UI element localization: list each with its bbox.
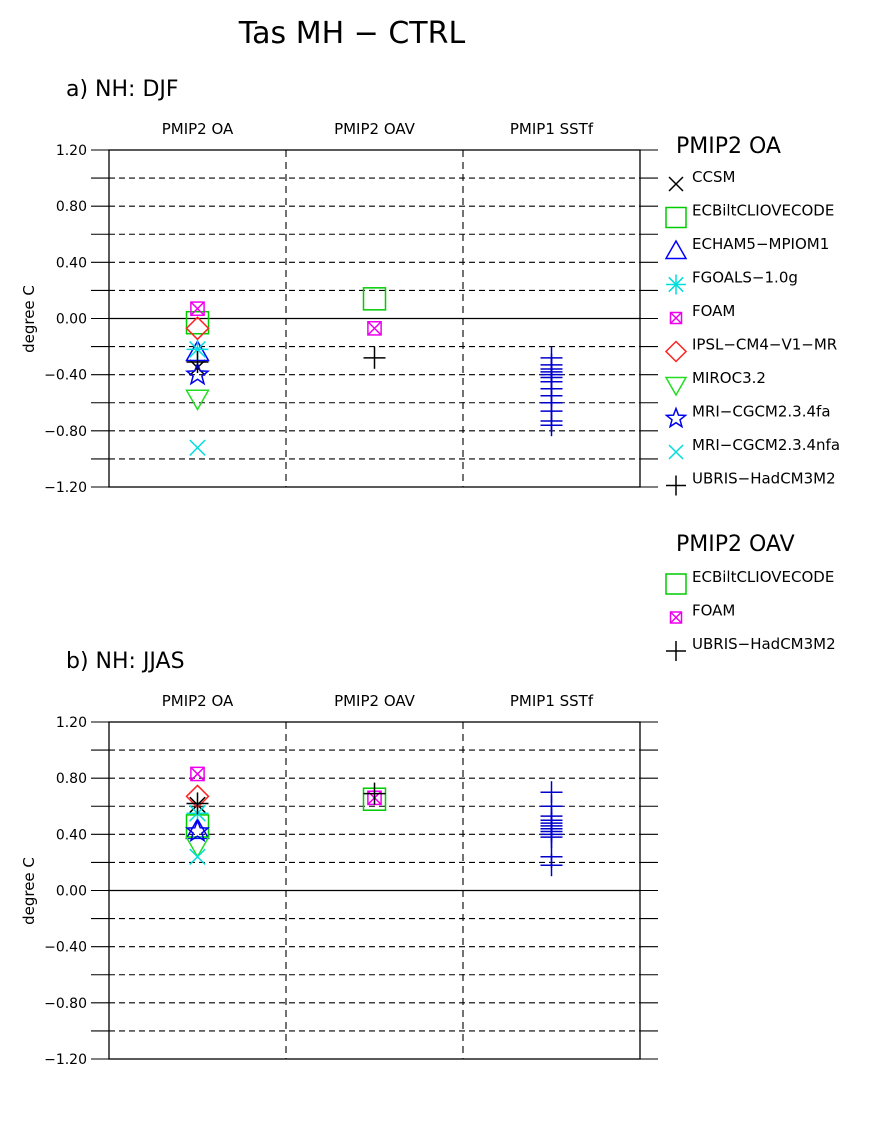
- column-header-djf: PMIP2 OA: [162, 120, 234, 138]
- legend-label-ecbiltcliovecode: ECBiltCLIOVECODE: [692, 568, 834, 586]
- panel-title-djf: a) NH: DJF: [66, 77, 179, 102]
- point-ipsl-cm4-v1-mr-djf: [185, 316, 210, 341]
- legend-label-foam: FOAM: [692, 602, 735, 620]
- y-tick-label-djf: 1.20: [56, 143, 87, 159]
- point-ubris-hadcm3m2-djf: [363, 346, 386, 369]
- panel-jjas: b) NH: JJAS degree C 1.20 0.80 0.40 0.00 −0.…: [20, 649, 658, 1068]
- point-ecbiltcliovecode-djf: [362, 287, 387, 311]
- column-header-jjas: PMIP1 SSTf: [510, 692, 594, 710]
- legend-label-ipsl-cm4-v1-mr: IPSL−CM4−V1−MR: [692, 336, 837, 354]
- point-mri-cgcm2-3-4fa-jjas: [184, 818, 211, 843]
- main-title: Tas MH − CTRL: [238, 16, 466, 51]
- point-foam-jjas: [190, 766, 205, 782]
- legend-label-echam5-mpiom1: ECHAM5−MPIOM1: [692, 235, 829, 253]
- point-mri-cgcm2-3-4nfa-jjas: [189, 848, 206, 866]
- legend-label-fgoals-1-0g: FGOALS−1.0g: [692, 269, 798, 287]
- y-tick-label-jjas: −0.80: [44, 996, 87, 1012]
- y-axis-label-jjas: degree C: [20, 857, 38, 925]
- legend-marker-foam: [669, 311, 683, 325]
- y-tick-label-djf: −0.40: [44, 368, 87, 384]
- legend-title-oav: PMIP2 OAV: [676, 532, 795, 557]
- legend-marker-miroc3-2: [664, 376, 688, 397]
- point-ecbiltcliovecode-djf: [185, 310, 210, 335]
- legend-marker-ccsm: [668, 176, 684, 192]
- legend-label-foam: FOAM: [692, 302, 735, 320]
- point-foam-djf: [367, 320, 382, 336]
- legend-marker-ubris-hadcm3m2: [666, 641, 686, 661]
- y-tick-label-jjas: 0.40: [56, 827, 87, 843]
- point-fgoals-1-0g-djf: [186, 338, 209, 361]
- point-mri-cgcm2-3-4fa-djf: [184, 361, 211, 386]
- column-header-jjas: PMIP2 OAV: [334, 692, 416, 710]
- legend-label-ecbiltcliovecode: ECBiltCLIOVECODE: [692, 202, 834, 220]
- y-tick-label-jjas: −1.20: [44, 1052, 87, 1068]
- y-tick-label-jjas: 0.80: [56, 771, 87, 787]
- column-header-jjas: PMIP2 OA: [162, 692, 234, 710]
- point-foam-djf: [190, 301, 205, 317]
- legend-marker-mri-cgcm2-3-4fa: [664, 406, 688, 429]
- legend-marker-ecbiltcliovecode: [665, 573, 687, 595]
- legend-marker-foam: [669, 611, 683, 624]
- y-axis-label-djf: degree C: [20, 285, 38, 353]
- legend-marker-ipsl-cm4-v1-mr: [664, 340, 688, 363]
- point-pmip1-jjas: [540, 854, 563, 877]
- panel-title-jjas: b) NH: JJAS: [66, 649, 185, 674]
- legend-marker-echam5-mpiom1: [664, 239, 688, 260]
- y-tick-label-jjas: −0.40: [44, 940, 87, 956]
- point-echam5-mpiom1-jjas: [185, 817, 210, 840]
- column-header-djf: PMIP2 OAV: [334, 120, 416, 138]
- legend: PMIP2 OA PMIP2 OAV CCSM ECBiltCLIOVECODE E…: [664, 134, 840, 661]
- panel-djf: a) NH: DJF degree C 1.20 0.80 0.40 0.00 −0.4…: [20, 77, 658, 496]
- y-tick-label-jjas: 0.00: [56, 884, 87, 900]
- y-tick-label-djf: 0.40: [56, 255, 87, 271]
- legend-marker-ubris-hadcm3m2: [666, 475, 686, 496]
- point-miroc3-2-jjas: [185, 836, 210, 859]
- y-tick-label-djf: −0.80: [44, 424, 87, 440]
- legend-label-miroc3-2: MIROC3.2: [692, 369, 766, 387]
- legend-label-mri-cgcm2-3-4nfa: MRI−CGCM2.3.4nfa: [692, 436, 840, 454]
- point-mri-cgcm2-3-4nfa-djf: [189, 439, 206, 456]
- legend-label-ubris-hadcm3m2: UBRIS−HadCM3M2: [692, 470, 836, 488]
- point-ubris-hadcm3m2-djf: [186, 351, 209, 374]
- legend-label-ccsm: CCSM: [692, 168, 735, 186]
- y-tick-label-jjas: 1.20: [56, 715, 87, 731]
- point-miroc3-2-djf: [185, 389, 210, 412]
- legend-marker-fgoals-1-0g: [666, 274, 686, 295]
- legend-label-mri-cgcm2-3-4fa: MRI−CGCM2.3.4fa: [692, 403, 831, 421]
- y-tick-label-djf: 0.80: [56, 199, 87, 215]
- y-tick-label-djf: −1.20: [44, 480, 87, 496]
- legend-marker-mri-cgcm2-3-4nfa: [668, 444, 684, 460]
- column-header-djf: PMIP1 SSTf: [510, 120, 594, 138]
- legend-title-oa: PMIP2 OA: [676, 134, 781, 159]
- legend-marker-ecbiltcliovecode: [665, 206, 687, 229]
- y-tick-label-djf: 0.00: [56, 312, 87, 328]
- point-ubris-hadcm3m2-jjas: [363, 782, 386, 805]
- legend-label-ubris-hadcm3m2: UBRIS−HadCM3M2: [692, 635, 836, 653]
- point-ubris-hadcm3m2-jjas: [186, 792, 209, 815]
- point-pmip1-djf: [540, 414, 563, 437]
- point-pmip1-jjas: [540, 826, 563, 849]
